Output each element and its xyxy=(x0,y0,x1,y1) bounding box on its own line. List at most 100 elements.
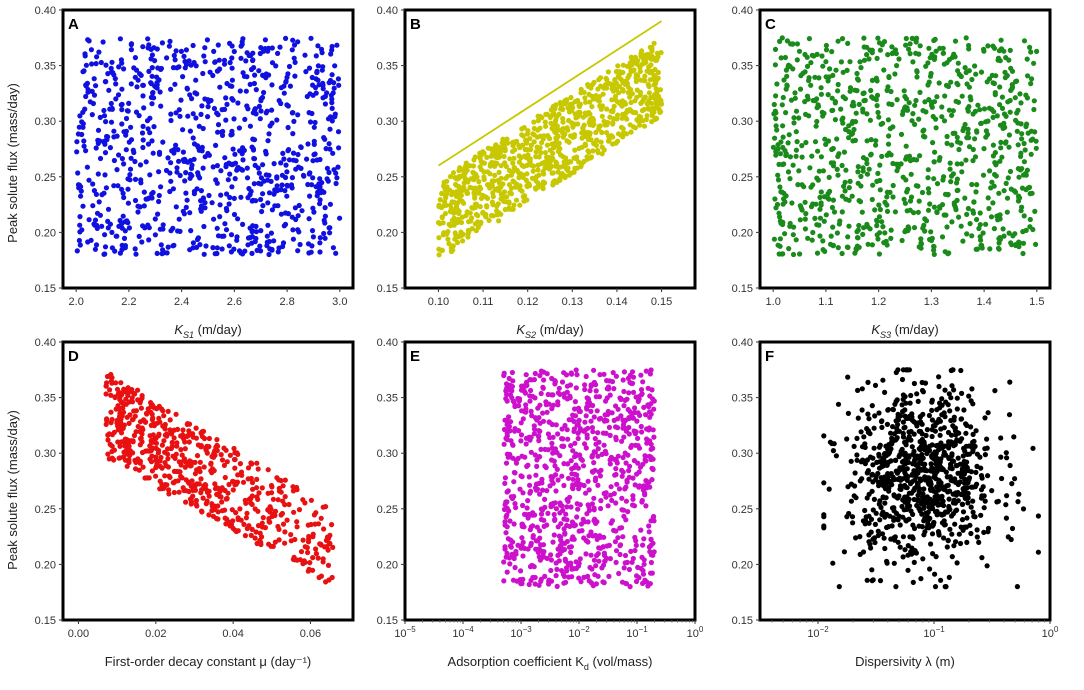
point-e-543 xyxy=(572,454,578,460)
point-a-666 xyxy=(177,228,183,234)
point-a-526 xyxy=(95,171,101,177)
point-d-223 xyxy=(159,442,165,448)
point-c-645 xyxy=(1019,136,1025,142)
point-a-428 xyxy=(229,77,235,83)
xlabel-c: KS3 (m/day) xyxy=(871,322,938,340)
point-c-845 xyxy=(792,95,798,101)
point-f-147 xyxy=(953,539,959,545)
point-e-320 xyxy=(559,426,565,432)
point-d-567 xyxy=(209,453,215,460)
point-b-758 xyxy=(573,115,579,121)
point-c-4 xyxy=(849,193,855,199)
point-d-82 xyxy=(219,499,225,505)
point-d-492 xyxy=(259,524,265,530)
point-a-61 xyxy=(154,250,160,256)
point-e-69 xyxy=(647,371,654,377)
point-f-500 xyxy=(900,434,907,440)
point-a-747 xyxy=(245,235,252,241)
point-a-786 xyxy=(119,221,125,227)
point-e-791 xyxy=(552,446,559,452)
point-b-707 xyxy=(524,140,530,146)
point-f-74 xyxy=(929,407,935,413)
point-c-562 xyxy=(889,50,895,57)
point-d-592 xyxy=(249,461,255,467)
point-a-80 xyxy=(99,223,105,229)
point-c-504 xyxy=(947,160,953,166)
point-a-381 xyxy=(265,222,271,228)
point-c-433 xyxy=(796,168,802,174)
point-a-770 xyxy=(110,70,116,76)
point-e-750 xyxy=(559,443,565,449)
point-c-808 xyxy=(921,222,927,228)
point-a-836 xyxy=(81,143,87,149)
point-c-430 xyxy=(985,131,991,138)
point-b-729 xyxy=(530,131,536,137)
point-a-725 xyxy=(258,98,264,104)
point-f-440 xyxy=(921,486,927,492)
point-e-718 xyxy=(561,482,567,489)
point-b-897 xyxy=(491,178,497,184)
point-c-767 xyxy=(901,88,907,94)
point-e-669 xyxy=(578,456,584,462)
point-d-22 xyxy=(229,507,235,513)
point-c-487 xyxy=(998,37,1004,43)
point-b-724 xyxy=(452,175,458,181)
ytick-label-a-2: 0.25 xyxy=(35,172,56,184)
point-c-823 xyxy=(855,235,861,241)
point-e-137 xyxy=(641,404,647,410)
point-c-634 xyxy=(931,159,937,165)
point-c-732 xyxy=(955,82,961,88)
point-b-695 xyxy=(505,173,511,179)
point-c-52 xyxy=(864,52,870,58)
point-a-16 xyxy=(115,183,121,189)
point-f-442 xyxy=(864,495,870,501)
point-d-548 xyxy=(153,473,159,479)
point-c-807 xyxy=(939,234,946,240)
point-b-630 xyxy=(539,140,545,146)
point-e-842 xyxy=(571,418,577,424)
point-c-835 xyxy=(773,116,779,122)
point-c-756 xyxy=(809,153,815,159)
point-e-568 xyxy=(646,479,652,485)
point-c-542 xyxy=(785,64,791,70)
point-f-309 xyxy=(932,584,939,590)
point-e-285 xyxy=(524,505,530,511)
point-a-779 xyxy=(309,243,315,249)
point-c-609 xyxy=(964,231,970,237)
point-d-470 xyxy=(193,425,199,431)
point-f-84 xyxy=(968,530,974,537)
point-e-700 xyxy=(593,388,599,394)
point-c-354 xyxy=(770,144,777,150)
point-c-474 xyxy=(793,237,799,243)
point-a-895 xyxy=(125,186,131,192)
point-a-707 xyxy=(244,74,250,80)
point-c-451 xyxy=(1028,128,1034,134)
point-d-618 xyxy=(268,543,274,549)
point-b-631 xyxy=(473,228,479,234)
point-c-873 xyxy=(952,38,959,44)
point-d-368 xyxy=(188,499,195,505)
point-e-390 xyxy=(564,504,570,510)
point-a-565 xyxy=(99,192,105,198)
frame-c xyxy=(758,8,1052,290)
point-a-671 xyxy=(334,175,340,181)
point-f-340 xyxy=(844,514,850,520)
point-c-748 xyxy=(838,106,844,112)
point-a-705 xyxy=(335,129,342,135)
point-d-297 xyxy=(109,416,115,423)
point-a-336 xyxy=(282,188,288,194)
point-c-890 xyxy=(914,157,920,163)
point-c-803 xyxy=(821,218,827,224)
point-e-891 xyxy=(559,540,565,546)
point-a-431 xyxy=(152,216,158,222)
point-e-465 xyxy=(644,440,650,446)
point-d-594 xyxy=(276,488,283,494)
point-d-554 xyxy=(235,528,241,534)
point-b-795 xyxy=(624,116,630,122)
point-c-439 xyxy=(845,244,851,250)
point-c-593 xyxy=(845,234,851,240)
point-e-701 xyxy=(544,522,550,528)
point-b-399 xyxy=(589,104,595,110)
point-c-525 xyxy=(992,150,999,156)
point-c-624 xyxy=(960,238,966,244)
